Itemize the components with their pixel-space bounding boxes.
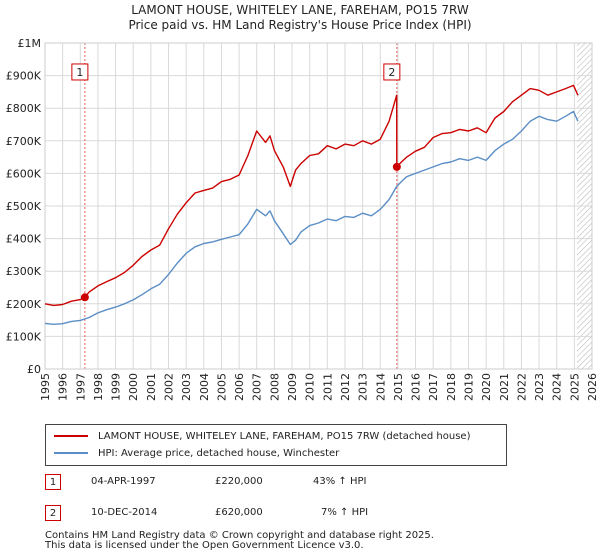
sale-point bbox=[80, 293, 89, 302]
legend-swatch-red bbox=[54, 435, 88, 437]
y-tick-label: £900K bbox=[6, 70, 42, 83]
footer-copyright: Contains HM Land Registry data © Crown c… bbox=[45, 530, 434, 541]
transaction-badge: 1 bbox=[45, 474, 61, 490]
transaction-hpi-change: 7% ↑ HPI bbox=[321, 507, 369, 518]
y-tick-label: £600K bbox=[6, 167, 42, 180]
x-tick-label: 2017 bbox=[427, 373, 440, 401]
x-tick-label: 2007 bbox=[251, 373, 264, 401]
y-tick-label: £800K bbox=[6, 102, 42, 115]
transaction-badge: 2 bbox=[45, 505, 61, 521]
y-tick-label: £700K bbox=[6, 135, 42, 148]
legend: LAMONT HOUSE, WHITELEY LANE, FAREHAM, PO… bbox=[45, 424, 507, 466]
x-tick-label: 2016 bbox=[410, 373, 423, 401]
transaction-price: £220,000 bbox=[215, 476, 263, 487]
series-line-hpi bbox=[44, 110, 579, 325]
x-tick-label: 2018 bbox=[445, 373, 458, 401]
plot-frame bbox=[44, 42, 593, 370]
transaction-hpi-change: 43% ↑ HPI bbox=[313, 476, 367, 487]
x-tick-label: 2011 bbox=[321, 373, 334, 401]
footer-licence: This data is licensed under the Open Gov… bbox=[45, 540, 364, 551]
transaction-date: 04-APR-1997 bbox=[91, 476, 156, 487]
x-tick-label: 2008 bbox=[268, 373, 281, 401]
x-tick-label: 2023 bbox=[533, 373, 546, 401]
x-tick-label: 2022 bbox=[515, 373, 528, 401]
y-tick-label: £1M bbox=[18, 37, 42, 50]
sale-point bbox=[392, 162, 401, 171]
x-tick-label: 2000 bbox=[127, 373, 140, 401]
x-tick-label: 2025 bbox=[568, 373, 581, 401]
legend-item-hpi: HPI: Average price, detached house, Winc… bbox=[54, 446, 339, 462]
legend-swatch-blue bbox=[54, 452, 88, 454]
y-tick-label: £100K bbox=[6, 330, 42, 343]
legend-label-hpi: HPI: Average price, detached house, Winc… bbox=[98, 448, 340, 459]
x-tick-label: 2024 bbox=[551, 373, 564, 401]
x-tick-label: 2003 bbox=[180, 373, 193, 401]
x-tick-label: 2019 bbox=[462, 373, 475, 401]
y-tick-label: £400K bbox=[6, 233, 42, 246]
chart-title-block: LAMONT HOUSE, WHITELEY LANE, FAREHAM, PO… bbox=[0, 3, 600, 33]
x-tick-label: 1999 bbox=[110, 373, 123, 401]
sale-label: 2 bbox=[388, 66, 395, 79]
y-tick-label: £0 bbox=[27, 363, 41, 376]
chart-title: LAMONT HOUSE, WHITELEY LANE, FAREHAM, PO… bbox=[131, 3, 469, 17]
x-tick-label: 2012 bbox=[339, 373, 352, 401]
y-tick-label: £300K bbox=[6, 265, 42, 278]
x-tick-label: 2005 bbox=[215, 373, 228, 401]
x-tick-label: 2014 bbox=[374, 373, 387, 401]
sale-label-box bbox=[71, 63, 89, 81]
y-tick-label: £500K bbox=[6, 200, 42, 213]
y-tick-label: £200K bbox=[6, 298, 42, 311]
x-tick-label: 2001 bbox=[145, 373, 158, 401]
transaction-price: £620,000 bbox=[215, 507, 263, 518]
legend-item-property: LAMONT HOUSE, WHITELEY LANE, FAREHAM, PO… bbox=[54, 429, 471, 445]
price-chart: 1995 1996 1997 1998 1999 2000 2001 2002 2003 2004… bbox=[6, 37, 599, 401]
x-tick-label: 1996 bbox=[57, 373, 70, 401]
chart-subtitle: Price paid vs. HM Land Registry's House … bbox=[128, 18, 472, 32]
x-tick-label: 1998 bbox=[92, 373, 105, 401]
sale-label-box bbox=[383, 63, 401, 81]
x-tick-label: 1995 bbox=[39, 373, 52, 401]
series-line-property bbox=[44, 84, 579, 307]
x-tick-label: 2021 bbox=[498, 373, 511, 401]
x-tick-label: 2009 bbox=[286, 373, 299, 401]
x-tick-label: 1997 bbox=[74, 373, 87, 401]
x-tick-label: 2020 bbox=[480, 373, 493, 401]
footer: Contains HM Land Registry data © Crown c… bbox=[45, 531, 434, 551]
sale-label: 1 bbox=[76, 66, 83, 79]
x-tick-label: 2010 bbox=[304, 373, 317, 401]
x-tick-label: 2015 bbox=[392, 373, 405, 401]
x-tick-label: 2006 bbox=[233, 373, 246, 401]
x-tick-label: 2013 bbox=[357, 373, 370, 401]
x-tick-label: 2026 bbox=[586, 373, 599, 401]
legend-label-property: LAMONT HOUSE, WHITELEY LANE, FAREHAM, PO… bbox=[98, 431, 471, 442]
x-tick-label: 2004 bbox=[198, 373, 211, 401]
transaction-date: 10-DEC-2014 bbox=[91, 507, 158, 518]
x-tick-label: 2002 bbox=[163, 373, 176, 401]
